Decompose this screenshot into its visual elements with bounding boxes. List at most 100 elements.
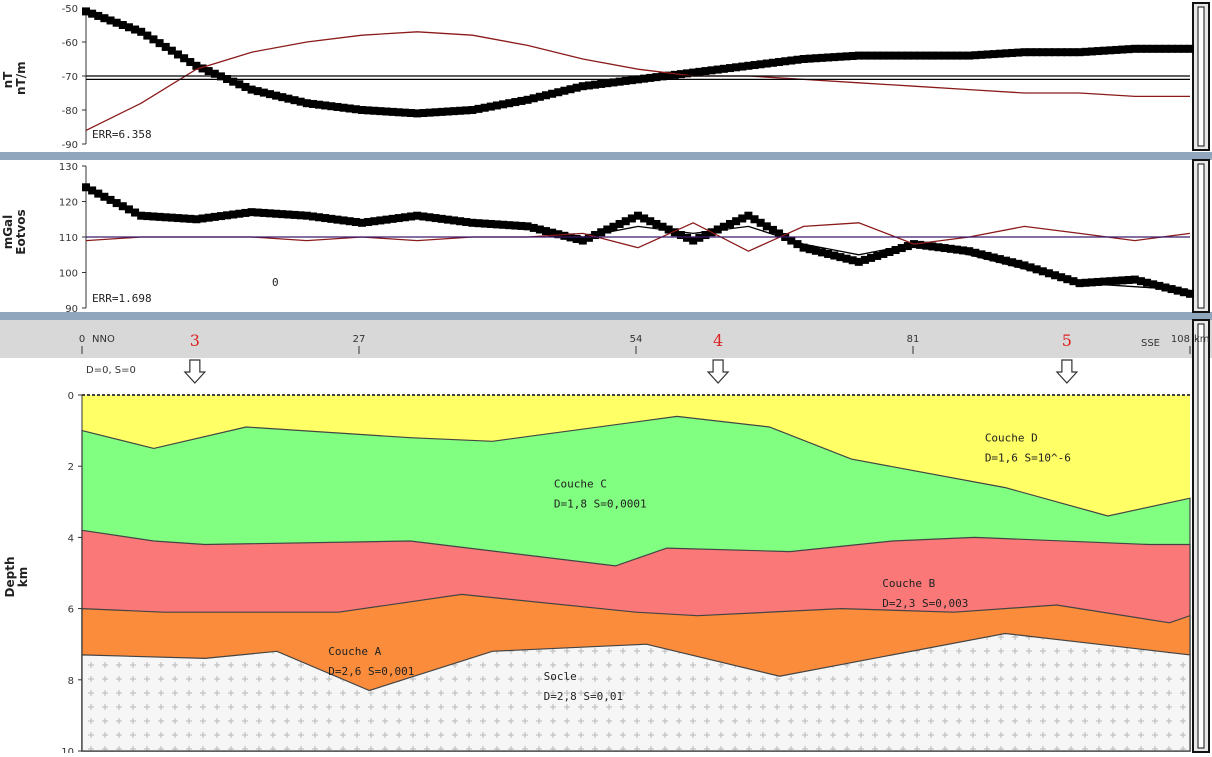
section-y-tick-label: 4 xyxy=(68,533,74,544)
magnetic-observed-point xyxy=(315,100,324,109)
magnetic-observed-point xyxy=(670,70,679,79)
magnetic-observed-point xyxy=(462,106,471,115)
magnetic-observed-point xyxy=(382,107,391,116)
gravity-observed-point xyxy=(952,245,961,254)
magnetic-observed-point xyxy=(713,65,722,74)
gravity-observed-point xyxy=(719,222,728,231)
magnetic-observed-point xyxy=(210,69,219,78)
magnetic-observed-point xyxy=(394,108,403,117)
magnetic-observed-point xyxy=(572,83,581,92)
magnetic-observed-point xyxy=(321,101,330,110)
magnetic-observed-point xyxy=(272,91,281,100)
magnetic-observed-point xyxy=(584,81,593,90)
section-right-direction: SSE xyxy=(1141,338,1160,349)
magnetic-observed-point xyxy=(1075,48,1084,57)
gravity-observed-point xyxy=(615,219,624,228)
magnetic-observed-point xyxy=(124,23,133,32)
gravity-observed-point xyxy=(726,219,734,228)
magnetic-observed-point xyxy=(1106,46,1115,55)
gravity-observed-point xyxy=(1038,267,1047,276)
magnetic-observed-point xyxy=(1100,46,1109,55)
magnetic-observed-point xyxy=(370,106,379,115)
layer-label-name: Couche C xyxy=(554,478,607,491)
depth-y-label-line2: km xyxy=(16,566,30,588)
gravity-observed-point xyxy=(1136,277,1145,286)
magnetic-observed-point xyxy=(82,7,90,16)
magnetic-observed-point xyxy=(229,77,238,86)
gravity-observed-point xyxy=(621,217,630,226)
magnetic-observed-point xyxy=(971,51,980,60)
magnetic-observed-point xyxy=(922,51,931,60)
gravity-observed-point xyxy=(1051,271,1060,280)
panel-scrollbar-thumb-1 xyxy=(1197,6,1205,147)
section-y-tick-label: 2 xyxy=(68,462,74,473)
gravity-y-label: mGal Eotvos xyxy=(1,207,32,257)
gravity-observed-point xyxy=(548,228,557,237)
gravity-observed-point xyxy=(652,219,661,228)
magnetic-observed-point xyxy=(805,54,814,63)
magnetic-observed-point xyxy=(903,51,912,60)
section-axis-band xyxy=(0,320,1212,358)
gravity-observed-point xyxy=(542,227,550,236)
gravity-observed-point xyxy=(695,233,704,242)
magnetic-observed-point xyxy=(1130,44,1139,53)
magnetic-observed-point xyxy=(842,52,851,61)
depth-y-label: Depth km xyxy=(3,552,34,602)
gravity-observed-point xyxy=(1149,280,1158,289)
magnetic-observed-point xyxy=(646,73,655,82)
magnetic-observed-point xyxy=(848,51,857,60)
gravity-observed-point xyxy=(627,214,636,223)
gravity-observed-point xyxy=(578,236,587,245)
magnetic-observed-point xyxy=(627,76,636,85)
magnetic-y-label: nT nT/m xyxy=(1,61,32,95)
magnetic-observed-point xyxy=(517,96,526,105)
gravity-y-tick-label: 130 xyxy=(59,162,78,173)
magnetic-y-tick-label: -90 xyxy=(62,140,78,151)
magnetic-observed-point xyxy=(640,74,649,83)
panel-separator-2 xyxy=(0,312,1212,320)
magnetic-observed-point xyxy=(1014,48,1023,57)
gravity-observed-point xyxy=(897,244,906,253)
magnetic-observed-point xyxy=(247,85,256,94)
gravity-observed-point xyxy=(799,243,808,252)
magnetic-observed-point xyxy=(468,106,477,114)
magnetic-observed-point xyxy=(511,98,520,107)
magnetic-observed-point xyxy=(1044,48,1053,57)
gravity-observed-point xyxy=(1008,258,1017,267)
magnetic-observed-point xyxy=(726,64,734,73)
magnetic-observed-point xyxy=(259,88,268,97)
magnetic-observed-point xyxy=(818,53,826,62)
gravity-observed-point xyxy=(1130,275,1139,284)
magnetic-observed-point xyxy=(523,95,532,104)
panel-scrollbar-thumb-2 xyxy=(1197,163,1205,309)
gravity-observed-point xyxy=(983,251,992,260)
gravity-observed-point xyxy=(885,247,894,256)
magnetic-observed-point xyxy=(885,51,894,60)
magnetic-observed-point xyxy=(290,96,299,105)
magnetic-observed-point xyxy=(952,51,961,60)
section-left-direction: NNO xyxy=(92,334,115,345)
gravity-observed-point xyxy=(934,243,943,252)
gravity-observed-point xyxy=(1094,277,1102,286)
gravity-y-tick-label: 90 xyxy=(65,304,78,315)
gravity-observed-point xyxy=(701,231,710,240)
magnetic-observed-point xyxy=(112,18,121,27)
magnetic-observed-point xyxy=(88,9,97,18)
gravity-observed-point xyxy=(1014,259,1023,268)
magnetic-observed-point xyxy=(891,51,900,60)
magnetic-observed-point xyxy=(1026,48,1035,57)
gravity-observed-point xyxy=(732,217,741,226)
section-y-tick-label: 8 xyxy=(68,676,74,687)
magnetic-observed-point xyxy=(1155,44,1164,53)
gravity-observed-point xyxy=(805,245,814,254)
magnetic-observed-point xyxy=(400,108,409,117)
magnetic-observed-point xyxy=(149,35,158,44)
magnetic-observed-point xyxy=(1136,44,1145,53)
section-x-tick-label: 81 xyxy=(907,334,920,345)
gravity-observed-point xyxy=(891,246,900,255)
magnetic-observed-point xyxy=(174,50,182,59)
magnetic-observed-point xyxy=(1094,47,1102,56)
magnetic-observed-point xyxy=(499,100,508,109)
section-y-tick-label: 0 xyxy=(68,391,74,402)
magnetic-y-tick-label: -50 xyxy=(62,4,78,15)
